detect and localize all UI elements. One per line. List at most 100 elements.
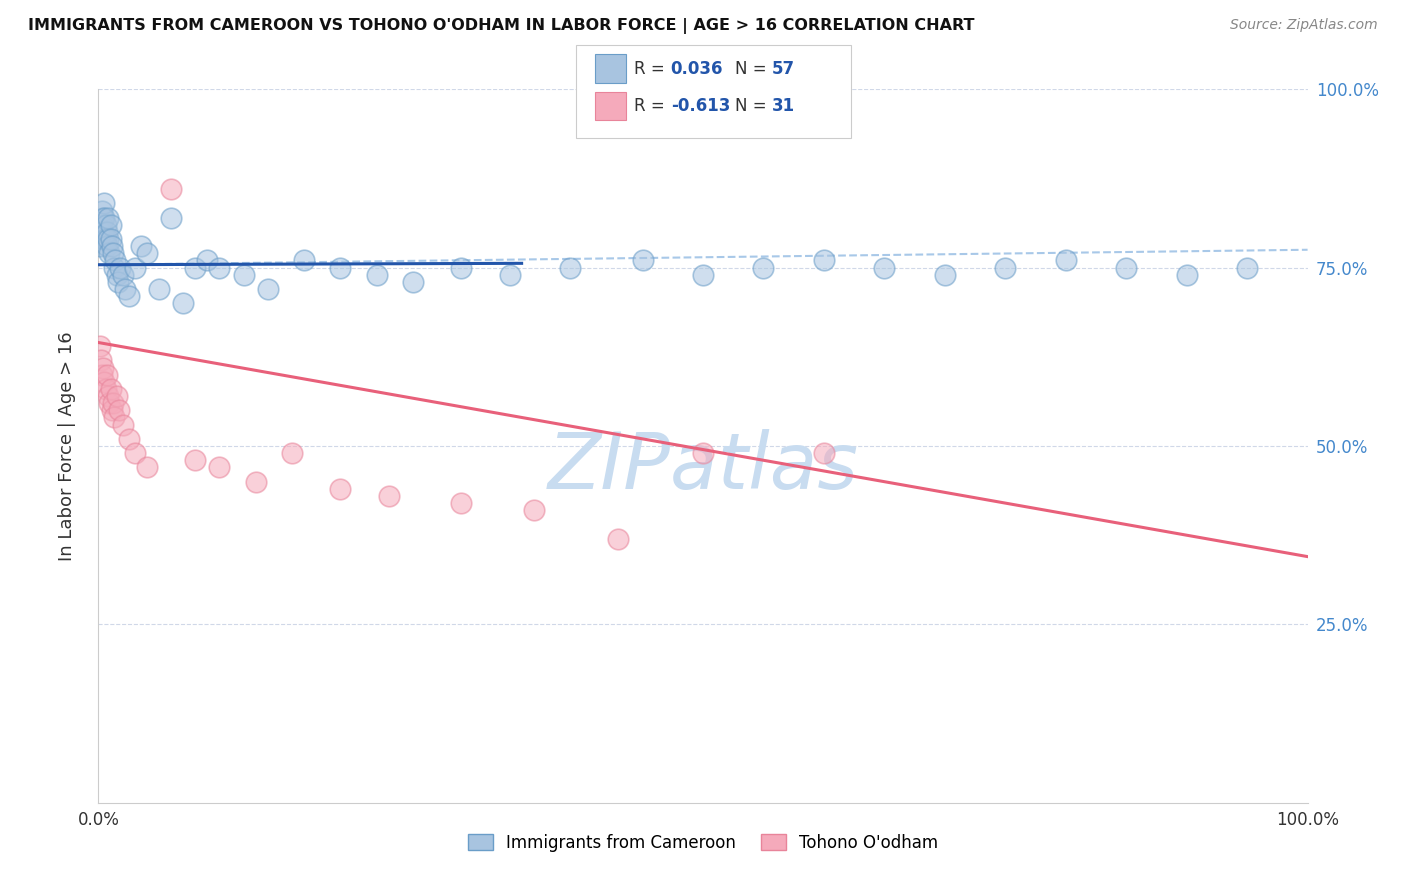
Point [498,268,520,282]
Point [281,446,304,460]
Point [329,482,352,496]
Point [160,211,183,225]
Point [450,260,472,275]
Point [97,389,120,403]
Point [292,253,315,268]
Point [100,232,122,246]
Text: -0.613: -0.613 [671,97,730,115]
Point [91,203,114,218]
Point [813,446,835,460]
Point [96,225,118,239]
Text: 57: 57 [772,60,794,78]
Point [135,460,157,475]
Point [91,368,114,382]
Point [934,268,956,282]
Point [90,353,112,368]
Point [93,211,115,225]
Point [1236,260,1258,275]
Point [108,260,131,275]
Point [103,260,125,275]
Point [105,389,128,403]
Point [96,368,118,382]
Point [118,289,141,303]
Point [93,375,115,389]
Point [100,403,122,417]
Text: N =: N = [735,97,772,115]
Point [94,382,117,396]
Point [329,260,352,275]
Point [148,282,170,296]
Point [1175,268,1198,282]
Point [366,268,388,282]
Point [91,218,114,232]
Point [100,239,122,253]
Point [813,253,835,268]
Point [91,360,114,375]
Point [450,496,472,510]
Point [232,268,254,282]
Point [101,246,124,260]
Point [377,489,399,503]
Point [94,218,117,232]
Point [402,275,425,289]
Point [89,339,111,353]
Point [89,239,111,253]
Point [873,260,896,275]
Text: R =: R = [634,60,671,78]
Y-axis label: In Labor Force | Age > 16: In Labor Force | Age > 16 [58,331,76,561]
Point [124,260,146,275]
Point [97,211,120,225]
Legend: Immigrants from Cameroon, Tohono O'odham: Immigrants from Cameroon, Tohono O'odham [461,828,945,859]
Point [1054,253,1077,268]
Point [692,446,714,460]
Point [105,268,128,282]
Point [124,446,146,460]
Point [93,196,115,211]
Point [98,396,121,410]
Point [104,253,127,268]
Point [208,260,231,275]
Point [91,225,114,239]
Point [108,403,131,417]
Point [118,432,141,446]
Point [98,246,121,260]
Point [631,253,654,268]
Text: 0.036: 0.036 [671,60,723,78]
Point [100,218,122,232]
Point [103,410,125,425]
Text: IMMIGRANTS FROM CAMEROON VS TOHONO O'ODHAM IN LABOR FORCE | AGE > 16 CORRELATION: IMMIGRANTS FROM CAMEROON VS TOHONO O'ODH… [28,18,974,34]
Point [114,282,136,296]
Point [160,182,183,196]
Point [607,532,630,546]
Point [692,268,714,282]
Text: ZIPatlas: ZIPatlas [547,429,859,506]
Point [101,396,124,410]
Point [208,460,231,475]
Point [523,503,546,517]
Point [256,282,278,296]
Text: R =: R = [634,97,671,115]
Point [752,260,775,275]
Point [172,296,194,310]
Point [91,211,114,225]
Point [94,232,117,246]
Point [96,239,118,253]
Point [129,239,152,253]
Point [195,253,218,268]
Point [100,382,122,396]
Text: N =: N = [735,60,772,78]
Point [135,246,157,260]
Text: 31: 31 [772,97,794,115]
Point [97,232,120,246]
Point [245,475,267,489]
Point [184,453,207,467]
Point [1115,260,1137,275]
Point [111,268,134,282]
Point [184,260,207,275]
Point [93,232,115,246]
Point [111,417,134,432]
Point [90,225,112,239]
Point [994,260,1017,275]
Point [558,260,581,275]
Point [107,275,129,289]
